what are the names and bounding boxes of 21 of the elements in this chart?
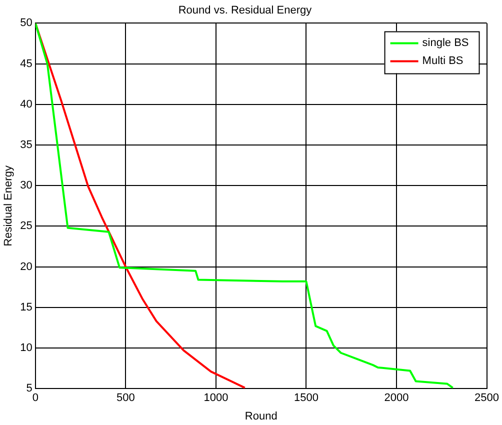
y-tick-label: 10 xyxy=(20,342,32,354)
y-tick-label: 35 xyxy=(20,139,32,152)
x-tick-label: 1500 xyxy=(294,392,318,404)
chart-title: Round vs. Residual Energy xyxy=(178,4,312,17)
legend-label: single BS xyxy=(422,37,469,50)
x-tick-label: 0 xyxy=(32,392,38,404)
x-tick-label: 2000 xyxy=(384,392,409,404)
x-tick-label: 500 xyxy=(116,392,135,404)
y-tick-label: 40 xyxy=(20,98,32,110)
y-tick-label: 15 xyxy=(20,301,32,314)
x-tick-label: 2500 xyxy=(474,392,500,404)
x-tick-label: 1000 xyxy=(204,392,228,404)
y-tick-label: 30 xyxy=(20,180,32,192)
y-tick-label: 50 xyxy=(20,17,32,30)
y-tick-label: 45 xyxy=(20,58,32,70)
y-axis-title: Residual Energy xyxy=(2,165,15,246)
y-tick-label: 20 xyxy=(20,260,32,273)
x-axis-title: Round xyxy=(244,410,278,422)
legend-label: Multi BS xyxy=(422,55,464,68)
y-tick-label: 5 xyxy=(26,382,32,395)
y-tick-label: 25 xyxy=(20,220,32,232)
